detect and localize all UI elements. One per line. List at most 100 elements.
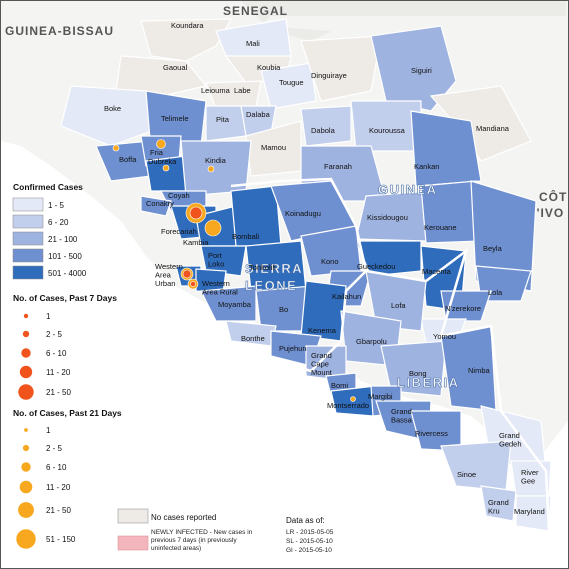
district-label-leiouma: Leiouma [201,86,231,95]
district-label-mamou: Mamou [261,143,286,152]
legend-newly-infected-line2: previous 7 days (in previously [151,537,237,544]
district-gueckedou[interactable] [355,240,422,277]
legend-past7-label: 6 - 10 [46,349,67,358]
legend-past21-dot [20,461,32,473]
district-dinguiraye[interactable] [300,35,382,102]
country-label-liberia: LIBERIA [397,375,460,390]
sierra-leone-districts [175,180,372,367]
dot-21d-montserrado[interactable] [350,396,356,402]
legend-past7-classes: 1 2 - 5 6 - 10 11 - 20 21 - 50 [17,312,71,401]
legend-confirmed-swatch [12,248,44,263]
district-tougue[interactable] [260,62,317,110]
legend-past21-dot [15,528,37,550]
district-label-kambia: Kambia [183,238,209,247]
district-labels: Koundara Mali Gaoual Koubia Siguiri Dinguiray… [104,21,545,516]
dot-21d-boffa[interactable] [112,144,120,152]
legend-confirmed-label: 501 - 4000 [48,269,87,278]
guinea-districts [60,18,537,347]
district-label-maryland: Maryland [514,507,545,516]
district-label-koubia: Koubia [257,63,281,72]
district-label-tonkolili: Tonkolili [249,263,276,272]
case-dots [112,139,356,402]
district-grand-kru[interactable] [480,485,517,522]
district-bong[interactable] [380,340,447,397]
country-label-guinea: GUINEA [378,182,438,197]
dot-21d-kindia[interactable] [207,165,215,173]
district-label-margibi: Margibi [368,392,393,401]
legend-past21-classes: 1 2 - 5 6 - 10 11 - 20 21 - 50 51 - 150 [15,426,76,550]
district-label-gaoual: Gaoual [163,63,188,72]
district-label-grand-kru: Grand Kru [488,498,509,516]
district-conakry[interactable] [140,195,172,217]
district-label-kankan: Kankan [414,162,439,171]
district-port-loko[interactable] [200,245,247,277]
legend-newly-infected-line3: uninfected areas) [151,545,201,552]
district-label-kenema: Kenema [308,326,337,335]
district-label-kailahun: Kailahun [332,292,361,301]
dot-7d-forecariah[interactable] [189,206,203,220]
district-kindia[interactable] [180,140,252,197]
dot-7d-western-rural[interactable] [190,281,196,287]
district-koundara[interactable] [140,18,233,62]
district-label-western-area-rural: Western Area Rural [202,279,238,297]
district-label-montserrado: Montserrado [327,401,369,410]
district-label-mali: Mali [246,39,260,48]
district-label-yomou: Yomou [433,332,456,341]
district-label-forecariah: Forecariah [161,227,197,236]
district-label-kissidougou: Kissidougou [367,213,408,222]
district-boke[interactable] [60,85,152,147]
legend-past21-dot [23,427,29,433]
border-sierra-leone [225,177,368,373]
district-label-boffa: Boffa [119,155,137,164]
district-label-lola: Lola [488,288,503,297]
district-label-grand-cape-mount: Grand Cape Mount [311,351,333,377]
country-label-guinea-bissau: GUINEA-BISSAU [5,24,114,38]
legend-past7-dot [20,347,32,359]
border-liberia [365,247,551,532]
legend-confirmed-label: 101 - 500 [48,252,82,261]
legend-past21-label: 51 - 150 [46,535,76,544]
legend-past7-label: 2 - 5 [46,330,63,339]
legend-confirmed-swatch [12,214,44,229]
district-label-tougue: Tougue [279,78,304,87]
legend-past7-title: No. of Cases, Past 7 Days [13,293,117,303]
country-label-leone: LEONE [245,278,297,293]
dot-7d-western-urban[interactable] [182,269,192,279]
district-label-bong: Bong [409,369,427,378]
legend-past21-label: 11 - 20 [46,483,71,492]
legend-past21-dot [19,480,33,494]
district-label-kindia: Kindia [205,156,227,165]
district-label-moyamba: Moyamba [218,300,252,309]
district-label-bonthe: Bonthe [241,334,265,343]
district-label-fria: Fria [150,148,164,157]
district-label-conakry: Conakry [146,199,174,208]
district-label-labe: Labe [234,86,251,95]
legend-past21-dot [17,501,35,519]
dot-21d-fria[interactable] [156,139,166,149]
district-label-dinguiraye: Dinguiraye [311,71,347,80]
district-label-western-area-urban: Western Area Urban [155,262,183,288]
district-label-faranah: Faranah [324,162,352,171]
district-nzerekore[interactable] [440,290,492,322]
district-label-rivercess: Rivercess [415,429,448,438]
district-label-bo: Bo [279,305,288,314]
district-dabola[interactable] [300,105,352,147]
district-label-koinadugu: Koinadugu [285,209,321,218]
legend-past21-label: 6 - 10 [46,463,67,472]
district-label-gueckedou: Gueckedou [357,262,395,271]
legend-past7-dot [23,313,29,319]
legend-past21-title: No. of Cases, Past 21 Days [13,408,122,418]
district-kankan[interactable] [410,110,482,187]
district-label-dalaba: Dalaba [246,110,271,119]
dot-21d-kambia[interactable] [204,219,222,237]
district-label-grand-gedeh: Grand Gedeh [499,431,522,449]
legend-data-as-of-lr: LR - 2015-05-05 [286,529,334,536]
district-label-nimba: Nimba [468,366,491,375]
legend-confirmed-label: 21 - 100 [48,235,78,244]
district-label-bombali: Bombali [232,232,259,241]
district-moyamba[interactable] [200,285,257,322]
dot-21d-dubreka[interactable] [162,164,170,172]
district-gaoual[interactable] [115,55,208,97]
district-beyla[interactable] [470,180,537,292]
